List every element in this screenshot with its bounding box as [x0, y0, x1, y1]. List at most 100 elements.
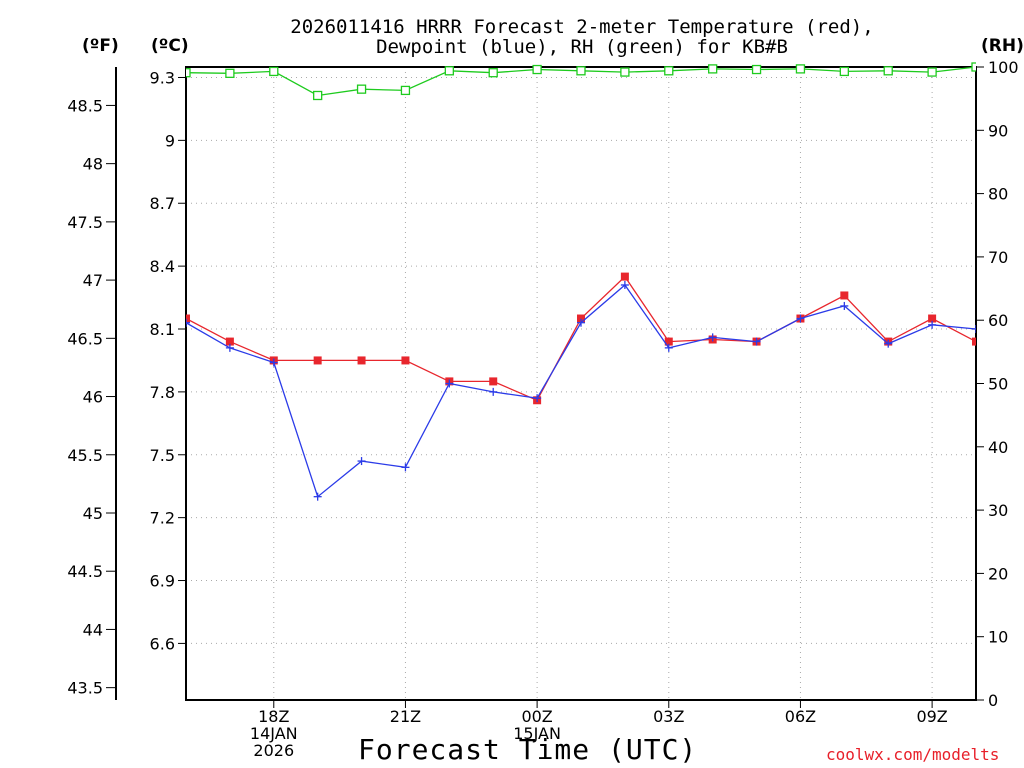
- x-tick-label: 03Z: [653, 707, 684, 726]
- rh-tick-label: 90: [988, 121, 1008, 140]
- dewpoint-point: [796, 314, 805, 323]
- temperature-point: [840, 291, 849, 300]
- temperature-line: [186, 275, 976, 402]
- fahrenheit-tick-label: 46: [83, 388, 103, 407]
- rh-point: [400, 85, 411, 96]
- dewpoint-point: [928, 320, 937, 329]
- temperature-point: [928, 314, 937, 323]
- fahrenheit-tick-label: 47.5: [67, 213, 103, 232]
- rh-point: [532, 64, 542, 75]
- rh-tick-label: 50: [988, 375, 1008, 394]
- rh-axis-label: (RH): [981, 36, 1024, 56]
- x-tick-label: 14JAN: [250, 724, 298, 743]
- rh-point: [576, 66, 586, 76]
- rh-point: [664, 66, 674, 76]
- dewpoint-point: [972, 325, 976, 334]
- rh-point: [488, 68, 498, 78]
- dewpoint-point: [313, 492, 322, 501]
- rh-tick-label: 80: [988, 185, 1008, 204]
- chart-title-line-2: Dewpoint (blue), RH (green) for KB#B: [376, 36, 788, 58]
- rh-point: [444, 66, 454, 76]
- dewpoint-point: [445, 379, 454, 388]
- fahrenheit-tick-label: 48: [83, 155, 103, 174]
- celsius-tick-label: 8.4: [150, 257, 175, 276]
- celsius-tick-label: 6.9: [150, 572, 175, 591]
- rh-tick-label: 40: [988, 438, 1008, 457]
- rh-tick-label: 100: [988, 58, 1019, 77]
- rh-point: [839, 66, 849, 77]
- credit-text: coolwx.com/modelts: [826, 745, 1000, 764]
- dewpoint-point: [664, 343, 673, 352]
- x-tick-label: 06Z: [785, 707, 816, 726]
- rh-point: [971, 62, 976, 72]
- celsius-tick-label: 8.7: [150, 194, 175, 213]
- temperature-point: [186, 314, 190, 323]
- rh-point: [883, 66, 893, 76]
- fahrenheit-tick-label: 45.5: [67, 446, 103, 465]
- dewpoint-point: [577, 318, 585, 327]
- fahrenheit-tick-label: 44.5: [67, 562, 103, 581]
- celsius-axis-label: (ºC): [151, 36, 189, 56]
- rh-point: [751, 64, 762, 75]
- plot-frame: [185, 66, 977, 701]
- dewpoint-point: [884, 339, 893, 348]
- rh-tick-label: 20: [988, 564, 1008, 583]
- fahrenheit-tick-label: 45: [83, 504, 103, 523]
- series-rh: [186, 62, 976, 101]
- dewpoint-point: [708, 333, 717, 342]
- dewpoint-point: [533, 394, 542, 403]
- rh-point: [225, 68, 235, 78]
- x-tick-label: 15JAN: [513, 724, 561, 743]
- fahrenheit-tick-label: 43.5: [67, 679, 103, 698]
- x-tick-label: 09Z: [916, 707, 947, 726]
- dewpoint-point: [269, 358, 278, 367]
- x-tick-label: 18Z: [258, 707, 289, 726]
- x-tick-label: 2026: [253, 741, 294, 760]
- dewpoint-point: [752, 337, 761, 346]
- rh-point: [269, 66, 279, 77]
- temperature-point: [577, 314, 585, 323]
- temperature-point: [357, 356, 366, 365]
- rh-point: [313, 90, 323, 101]
- celsius-tick-label: 8.1: [150, 320, 175, 339]
- temperature-point: [664, 337, 673, 346]
- celsius-tick-label: 7.5: [150, 446, 175, 465]
- fahrenheit-tick-label: 44: [83, 620, 103, 639]
- celsius-tick-label: 6.6: [150, 634, 175, 653]
- chart-title-line-1: 2026011416 HRRR Forecast 2-meter Tempera…: [290, 16, 874, 38]
- rh-tick-label: 0: [988, 691, 998, 710]
- dewpoint-point: [401, 463, 410, 472]
- x-tick-label: 00Z: [521, 707, 552, 726]
- temperature-point: [401, 356, 410, 365]
- series-temperature: [186, 272, 976, 405]
- rh-point: [708, 64, 718, 74]
- rh-tick-label: 30: [988, 501, 1008, 520]
- temperature-point: [620, 272, 629, 281]
- fahrenheit-tick-label: 48.5: [67, 96, 103, 115]
- fahrenheit-tick-label: 46.5: [67, 329, 103, 348]
- celsius-tick-label: 9.3: [150, 68, 175, 87]
- rh-tick-label: 60: [988, 311, 1008, 330]
- dewpoint-point: [357, 457, 366, 466]
- rh-point: [356, 84, 367, 94]
- temperature-point: [489, 377, 498, 386]
- temperature-point: [972, 337, 976, 346]
- celsius-tick-label: 7.2: [150, 509, 175, 528]
- fahrenheit-tick-label: 47: [83, 271, 103, 290]
- rh-tick-label: 70: [988, 248, 1008, 267]
- dewpoint-point: [186, 318, 190, 327]
- rh-point: [186, 68, 191, 78]
- rh-point: [620, 67, 630, 77]
- fahrenheit-axis-label: (ºF): [82, 36, 119, 56]
- series-dewpoint: [186, 280, 976, 501]
- celsius-tick-label: 9: [165, 131, 175, 150]
- rh-tick-label: 10: [988, 628, 1008, 647]
- dewpoint-point: [225, 343, 234, 352]
- dewpoint-point: [489, 387, 498, 396]
- x-axis-label: Forecast Time (UTC): [358, 733, 698, 766]
- rh-point: [927, 67, 937, 77]
- dewpoint-point: [620, 280, 629, 289]
- rh-point: [795, 64, 806, 74]
- dewpoint-point: [840, 301, 849, 310]
